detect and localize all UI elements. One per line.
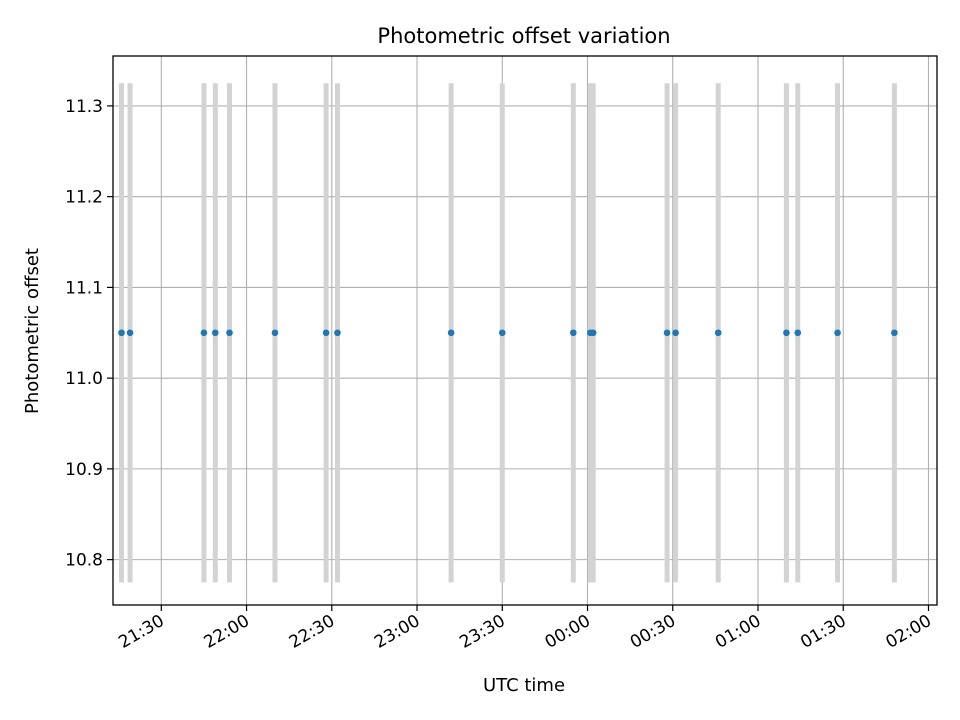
data-point — [271, 329, 279, 337]
y-tick-label: 11.1 — [65, 278, 103, 298]
x-axis-label: UTC time — [483, 675, 565, 696]
data-point — [589, 329, 597, 337]
data-point — [334, 329, 341, 337]
data-point — [447, 329, 455, 337]
y-tick-label: 11.3 — [65, 97, 103, 117]
y-tick-label: 10.8 — [65, 551, 103, 571]
data-point — [714, 329, 722, 337]
y-tick-label: 10.9 — [65, 460, 103, 480]
chart-title: Photometric offset variation — [377, 24, 670, 48]
y-tick-label: 11.0 — [65, 369, 103, 389]
data-point — [211, 329, 219, 337]
y-axis-label: Photometric offset — [22, 248, 43, 414]
data-point — [498, 329, 506, 337]
plot-area-frame — [112, 55, 938, 606]
data-point — [126, 329, 134, 337]
data-point — [891, 329, 898, 337]
data-point — [834, 329, 841, 337]
data-point — [663, 329, 671, 337]
data-point — [322, 329, 330, 337]
y-axis-ticks: 10.8 10.9 11.0 11.1 11.2 11.3 — [65, 97, 113, 571]
data-point — [200, 329, 208, 337]
data-point — [118, 329, 125, 337]
data-point — [226, 329, 233, 337]
y-tick-label: 11.2 — [65, 188, 103, 208]
data-point — [672, 329, 679, 337]
data-points — [118, 329, 898, 337]
data-point — [794, 329, 802, 337]
data-point — [570, 329, 577, 337]
data-point — [783, 329, 790, 337]
